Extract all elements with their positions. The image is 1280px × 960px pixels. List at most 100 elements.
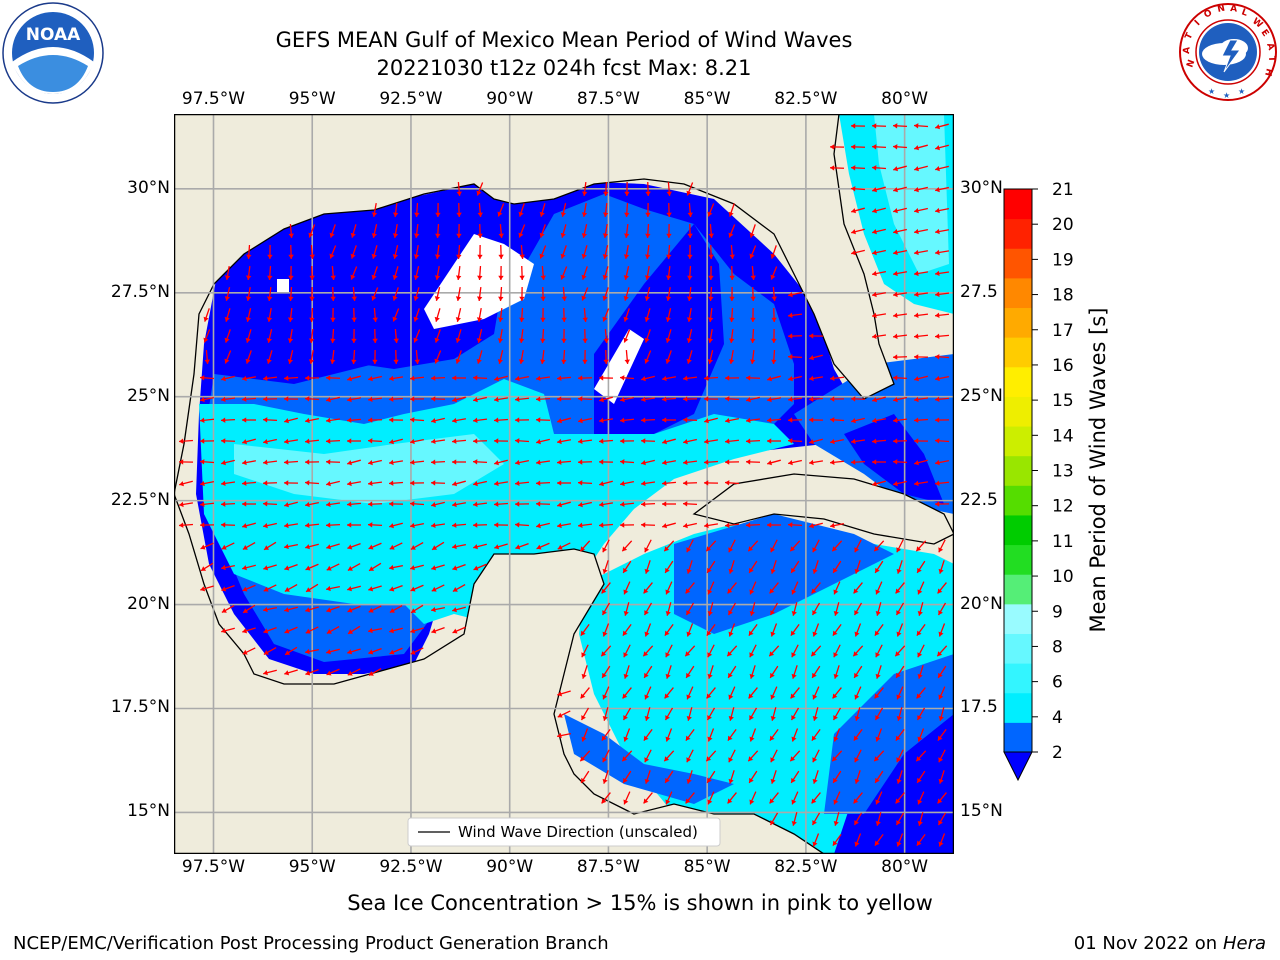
wave-direction-arrow	[852, 645, 864, 657]
wave-direction-arrow	[413, 308, 420, 322]
wave-direction-arrow	[497, 328, 504, 344]
svg-text:E: E	[1259, 28, 1271, 39]
wave-direction-arrow	[791, 728, 799, 742]
wave-direction-arrow	[599, 396, 613, 403]
wave-direction-arrow	[708, 265, 714, 281]
wave-direction-arrow	[645, 202, 651, 218]
honduras-coast-blue	[564, 714, 734, 804]
wave-direction-arrow	[430, 396, 446, 402]
wave-direction-arrow	[304, 375, 320, 381]
lon-tick-label: 97.5°W	[181, 857, 246, 877]
wave-direction-arrow	[683, 438, 697, 445]
wave-direction-arrow	[770, 686, 778, 700]
wave-direction-arrow	[728, 203, 735, 217]
wave-direction-arrow	[787, 354, 803, 360]
wave-direction-arrow	[853, 602, 863, 616]
wave-direction-arrow	[622, 560, 632, 574]
wave-direction-arrow	[871, 417, 887, 424]
wave-direction-arrow	[808, 333, 824, 339]
wave-direction-arrow	[623, 308, 630, 322]
nodata-patch-2	[594, 329, 644, 404]
wave-direction-arrow	[242, 542, 256, 550]
wave-direction-arrow	[703, 438, 719, 445]
wave-direction-arrow	[686, 560, 693, 574]
map-legend: Wind Wave Direction (unscaled)	[407, 817, 721, 847]
lat-tick-label: 27.5	[960, 281, 998, 302]
wave-direction-arrow	[431, 417, 445, 424]
wave-direction-arrow	[854, 749, 862, 763]
wave-direction-arrow	[602, 623, 610, 637]
wave-direction-arrow	[787, 417, 803, 423]
wave-direction-arrow	[514, 396, 530, 402]
wave-direction-arrow	[769, 792, 779, 804]
wave-direction-arrow	[665, 308, 672, 322]
wave-direction-arrow	[325, 522, 341, 528]
wave-direction-arrow	[435, 244, 441, 260]
wave-direction-arrow	[854, 833, 862, 847]
wave-direction-arrow	[703, 396, 719, 402]
wave-direction-arrow	[748, 687, 758, 699]
wave-direction-arrow	[540, 265, 546, 281]
wave-direction-arrow	[288, 307, 294, 323]
wave-direction-arrow	[619, 459, 635, 465]
wave-direction-arrow	[811, 665, 821, 679]
wave-direction-arrow	[452, 584, 466, 592]
wave-direction-arrow	[284, 501, 298, 508]
wave-direction-arrow	[200, 562, 214, 572]
wave-direction-arrow	[726, 645, 738, 657]
wave-direction-arrow	[645, 223, 651, 239]
wave-direction-arrow	[203, 308, 210, 322]
land-masses	[174, 114, 954, 854]
wave-direction-arrow	[934, 438, 950, 444]
wave-direction-arrow	[812, 749, 820, 763]
wave-direction-arrow	[666, 223, 672, 239]
wave-direction-arrow	[498, 223, 504, 239]
wave-direction-arrow	[519, 244, 525, 260]
wave-direction-arrow	[472, 522, 488, 528]
wave-direction-arrow	[833, 812, 840, 826]
wave-direction-arrow	[874, 707, 884, 721]
wave-direction-arrow	[766, 396, 782, 403]
wave-direction-arrow	[577, 375, 593, 381]
wave-direction-arrow	[410, 564, 424, 571]
wave-direction-arrow	[707, 791, 715, 805]
wave-direction-arrow	[892, 144, 908, 150]
nws-logo: N A T I O N A L W E A T H ★ ★ ★	[1179, 3, 1277, 101]
wave-direction-arrow	[665, 581, 673, 595]
wave-direction-arrow	[892, 312, 908, 319]
wave-direction-arrow	[287, 350, 294, 364]
wave-direction-arrow	[392, 223, 399, 239]
wave-direction-arrow	[934, 291, 950, 297]
wave-direction-arrow	[644, 707, 651, 721]
wave-direction-arrow	[540, 328, 546, 344]
wave-direction-arrow	[347, 522, 361, 528]
wave-direction-arrow	[938, 833, 946, 847]
wave-direction-arrow	[619, 375, 635, 381]
wave-direction-arrow	[346, 501, 362, 507]
wave-direction-arrow	[623, 244, 630, 260]
wave-direction-arrow	[917, 728, 925, 742]
wave-direction-arrow	[644, 329, 651, 343]
land-mexico	[174, 493, 826, 854]
wave-direction-arrow	[372, 349, 378, 365]
wave-direction-arrow	[514, 438, 530, 444]
wave-direction-arrow	[833, 602, 840, 616]
wave-direction-arrow	[452, 606, 466, 613]
wave-direction-arrow	[434, 329, 441, 343]
wave-direction-arrow	[707, 203, 715, 217]
wave-direction-arrow	[536, 438, 550, 445]
atlantic-lightcyan	[874, 114, 949, 274]
wave-direction-arrow	[938, 539, 946, 553]
wave-direction-arrow	[623, 644, 631, 658]
wave-direction-arrow	[305, 501, 319, 508]
wave-direction-arrow	[623, 602, 630, 616]
colorbar-tick-label: 2	[1052, 743, 1063, 763]
wave-direction-arrow	[727, 728, 737, 742]
wave-direction-arrow	[913, 480, 929, 487]
wave-direction-arrow	[749, 602, 756, 616]
wave-direction-arrow	[262, 501, 278, 507]
wave-direction-arrow	[686, 749, 694, 763]
wave-direction-arrow	[892, 354, 908, 360]
wave-direction-arrow	[199, 375, 215, 381]
wave-direction-arrow	[896, 539, 904, 553]
